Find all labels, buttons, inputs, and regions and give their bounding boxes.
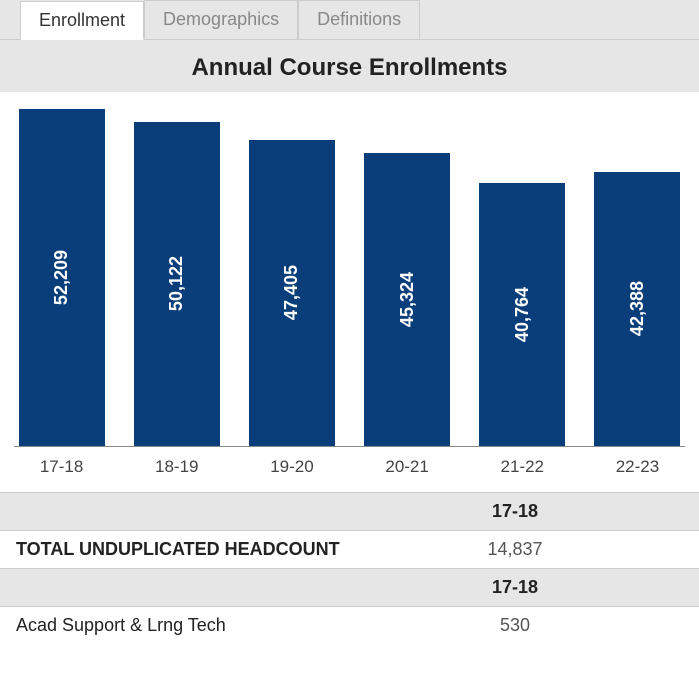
table-row: Acad Support & Lrng Tech 530 — [0, 607, 699, 644]
bar: 42,388 — [594, 172, 680, 446]
bar-column: 47,405 — [244, 140, 339, 446]
bar-value-label: 50,122 — [166, 256, 187, 311]
table-header-blank — [0, 569, 430, 606]
x-axis-label: 17-18 — [14, 457, 109, 477]
bar: 50,122 — [134, 122, 220, 446]
bar-column: 45,324 — [360, 153, 455, 446]
x-axis-label: 18-19 — [129, 457, 224, 477]
tab-definitions[interactable]: Definitions — [298, 0, 420, 39]
x-axis-label: 21-22 — [475, 457, 570, 477]
row-label-dept: Acad Support & Lrng Tech — [0, 607, 430, 644]
chart-title: Annual Course Enrollments — [0, 54, 699, 82]
bar-chart: 52,209 50,122 47,405 45,324 40,764 42,388 17-… — [0, 92, 699, 492]
x-axis-label: 20-21 — [360, 457, 455, 477]
bar-column: 52,209 — [14, 109, 109, 446]
row-label-headcount: TOTAL UNDUPLICATED HEADCOUNT — [0, 531, 430, 568]
x-axis-label: 19-20 — [244, 457, 339, 477]
chart-title-bar: Annual Course Enrollments — [0, 40, 699, 92]
bar: 40,764 — [479, 183, 565, 446]
tab-demographics[interactable]: Demographics — [144, 0, 298, 39]
bar-value-label: 47,405 — [281, 265, 302, 320]
data-tables: 17-18 TOTAL UNDUPLICATED HEADCOUNT 14,83… — [0, 492, 699, 644]
x-axis-label: 22-23 — [590, 457, 685, 477]
bar: 52,209 — [19, 109, 105, 446]
tabs-bar: Enrollment Demographics Definitions — [0, 0, 699, 40]
row-value-dept: 530 — [430, 607, 600, 644]
tab-enrollment[interactable]: Enrollment — [20, 1, 144, 40]
table-row: TOTAL UNDUPLICATED HEADCOUNT 14,837 — [0, 531, 699, 568]
bar-value-label: 45,324 — [397, 272, 418, 327]
bar-column: 50,122 — [129, 122, 224, 446]
table-col-header: 17-18 — [430, 493, 600, 530]
bar-column: 42,388 — [590, 172, 685, 446]
table-header-blank — [0, 493, 430, 530]
bar-column: 40,764 — [475, 183, 570, 446]
table-header-row: 17-18 — [0, 568, 699, 607]
table-col-header: 17-18 — [430, 569, 600, 606]
bar: 45,324 — [364, 153, 450, 446]
bar: 47,405 — [249, 140, 335, 446]
bar-value-label: 40,764 — [512, 287, 533, 342]
table-header-row: 17-18 — [0, 492, 699, 531]
bar-value-label: 52,209 — [51, 250, 72, 305]
row-value-headcount: 14,837 — [430, 531, 600, 568]
bar-value-label: 42,388 — [627, 281, 648, 336]
